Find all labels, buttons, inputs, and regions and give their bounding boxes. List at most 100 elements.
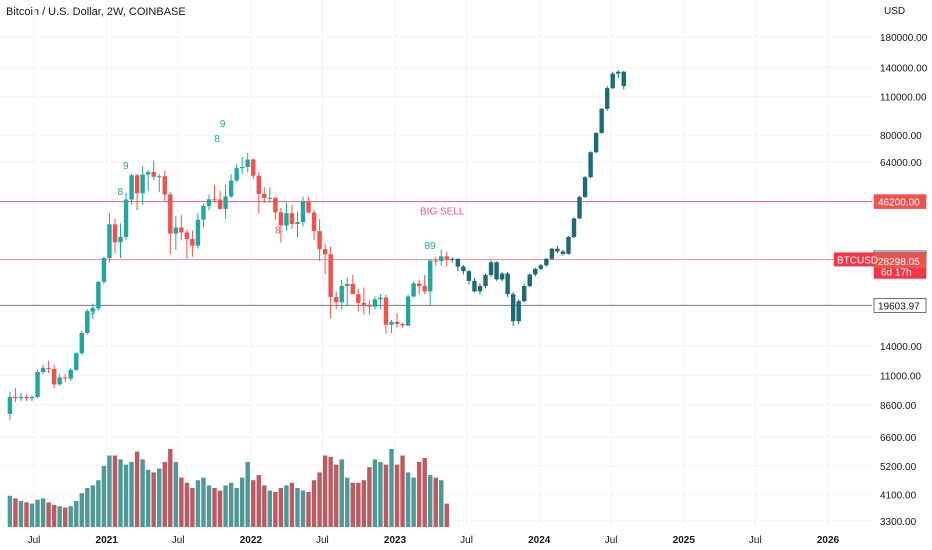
projection-candle-15 [533, 268, 538, 275]
price-candle-59 [333, 297, 339, 303]
price-candle-68 [383, 297, 389, 325]
volume-bar-51 [289, 482, 295, 527]
price-candle-71 [400, 324, 405, 326]
volume-bar-31 [179, 477, 184, 527]
y-tick-label-10: 80000.00 [880, 131, 922, 142]
x-tick-label-10: Jul [749, 535, 762, 546]
price-candle-11 [68, 369, 73, 379]
volume-bar-50 [284, 485, 289, 527]
volume-bar-3 [24, 502, 29, 527]
price-label-countdown-3: 6d 17h [881, 267, 912, 278]
x-tick-label-5: 2023 [384, 535, 407, 546]
td-count-1: 9 [90, 306, 96, 317]
price-candle-34 [195, 219, 201, 246]
price-candle-12 [74, 353, 79, 370]
volume-bar-40 [228, 482, 234, 527]
y-tick-label-13: 180000.00 [880, 33, 928, 44]
price-candle-18 [107, 224, 112, 258]
price-candle-70 [394, 321, 400, 325]
volume-bar-35 [201, 477, 206, 527]
price-candle-13 [79, 332, 85, 354]
price-candle-29 [168, 194, 173, 234]
projection-candle-4 [472, 280, 477, 292]
price-candle-45 [256, 175, 261, 194]
price-candle-76 [427, 260, 433, 292]
td-count-3: 8 [118, 187, 124, 198]
td-count-5: 9 [220, 119, 226, 130]
volume-bar-71 [400, 455, 405, 527]
price-candle-38 [217, 199, 223, 209]
price-candle-24 [140, 174, 145, 194]
price-candle-35 [201, 205, 206, 220]
volume-bar-37 [212, 488, 217, 527]
volume-bar-38 [217, 490, 223, 527]
volume-bar-24 [140, 459, 145, 527]
price-candle-78 [439, 256, 444, 261]
volume-bar-7 [46, 502, 51, 527]
price-candle-43 [245, 159, 250, 167]
price-candle-36 [206, 199, 212, 206]
volume-bar-58 [328, 456, 333, 527]
price-candle-8 [51, 368, 57, 385]
price-candle-67 [378, 297, 383, 300]
price-candle-41 [234, 168, 239, 181]
volume-bar-65 [367, 467, 372, 527]
price-candle-1 [13, 396, 18, 399]
volume-bar-29 [168, 449, 173, 527]
volume-bar-64 [361, 480, 367, 527]
projection-candle-5 [477, 286, 483, 292]
price-candle-7 [46, 367, 51, 369]
projection-candle-13 [522, 286, 527, 302]
projection-candle-9 [499, 273, 505, 280]
price-candle-53 [300, 201, 306, 223]
price-candle-75 [422, 286, 427, 292]
volume-bar-61 [345, 477, 350, 527]
volume-bar-2 [18, 501, 24, 527]
price-candle-72 [405, 296, 411, 326]
currency-label: USD [884, 6, 906, 17]
projection-candle-7 [488, 262, 494, 275]
projection-candle-1 [455, 258, 461, 267]
volume-bar-56 [317, 472, 322, 527]
volume-bar-23 [134, 451, 140, 527]
price-candle-50 [284, 213, 289, 226]
price-candle-14 [85, 311, 90, 333]
y-tick-label-11: 110000.00 [880, 93, 927, 104]
price-label-box-6 [873, 298, 927, 313]
volume-bar-54 [306, 491, 311, 527]
volume-bar-18 [107, 455, 112, 527]
projection-candle-23 [577, 196, 582, 219]
volume-bar-62 [350, 482, 355, 527]
symbol-tag-box [834, 252, 874, 267]
projection-candle-22 [571, 218, 577, 237]
price-candle-4 [29, 396, 35, 399]
projection-candle-0 [450, 258, 455, 260]
projection-candle-11 [510, 294, 516, 322]
volume-bar-28 [162, 462, 167, 527]
price-candle-57 [322, 249, 328, 255]
volume-bar-4 [29, 503, 35, 527]
symbol-tag: BTCUSD [837, 255, 878, 266]
volume-bar-73 [411, 477, 416, 527]
price-candle-37 [212, 199, 217, 201]
volume-bar-57 [322, 455, 328, 527]
volume-bar-53 [300, 490, 306, 527]
volume-bar-79 [444, 503, 450, 527]
price-candle-9 [57, 377, 62, 385]
price-label-5: 28298.05 [878, 257, 920, 268]
price-candle-77 [433, 260, 438, 262]
x-tick-label-1: 2021 [96, 535, 119, 546]
price-candle-54 [306, 201, 311, 213]
volume-bar-32 [184, 482, 190, 527]
projection-candle-28 [604, 88, 610, 109]
volume-bar-78 [439, 480, 444, 527]
volume-bar-20 [118, 459, 123, 527]
price-candle-69 [389, 321, 394, 325]
volume-bar-45 [256, 475, 261, 527]
price-candle-47 [267, 197, 273, 199]
y-tick-label-6: 14000.00 [880, 342, 922, 353]
projection-candle-25 [588, 152, 593, 178]
volume-bar-69 [389, 449, 394, 527]
td-count-8: 9 [430, 241, 436, 252]
